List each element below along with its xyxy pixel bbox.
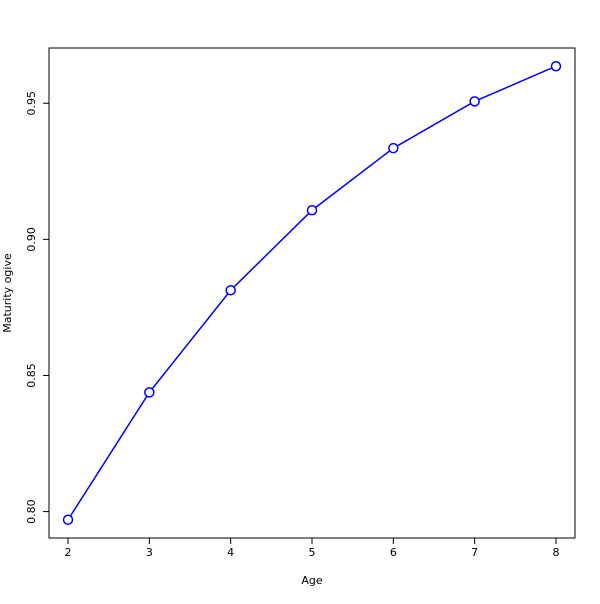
data-point [225, 285, 236, 296]
data-point [550, 60, 562, 72]
data-point [144, 387, 155, 398]
y-axis: 0.80 0.85 0.90 0.95 [25, 91, 49, 524]
y-tick-label: 0.80 [25, 499, 38, 524]
x-tick-label: 5 [309, 546, 316, 559]
plot-frame [48, 47, 576, 539]
y-tick-label: 0.90 [25, 227, 38, 252]
data-point [388, 142, 399, 154]
x-tick-label: 8 [552, 546, 559, 559]
y-axis-label: Maturity ogive [1, 253, 14, 333]
data-point [62, 514, 74, 526]
y-tick-label: 0.95 [25, 91, 38, 116]
x-axis: 2 3 4 5 6 7 8 [65, 538, 559, 559]
series-line [67, 65, 557, 521]
x-tick-label: 3 [146, 546, 153, 559]
x-tick-label: 6 [390, 546, 397, 559]
x-tick-label: 2 [65, 546, 72, 559]
x-axis-label: Age [301, 574, 323, 587]
y-tick-label: 0.85 [25, 363, 38, 388]
series [62, 60, 562, 526]
x-tick-label: 4 [227, 546, 234, 559]
data-point [469, 96, 480, 107]
x-tick-label: 7 [471, 546, 478, 559]
data-point [306, 204, 318, 216]
